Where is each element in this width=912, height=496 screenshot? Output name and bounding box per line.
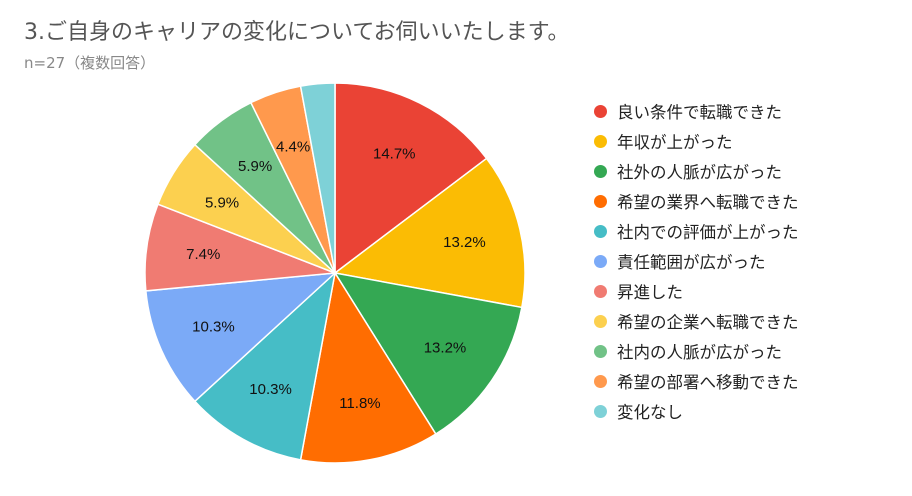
legend-swatch <box>594 104 607 118</box>
pie-slice-6 <box>145 272 338 403</box>
legend-label: 希望の企業へ転職できた <box>617 313 799 332</box>
chart-subtitle: n=27（複数回答） <box>24 54 156 72</box>
legend-label: 昇進した <box>617 283 683 302</box>
pie-slice-3 <box>333 271 523 436</box>
pie-data-label-7: 7.4% <box>186 246 220 263</box>
pie-data-label-9: 5.9% <box>238 158 272 175</box>
legend-item-10: 希望の部署へ移動できた <box>594 366 799 396</box>
legend-label: 希望の部署へ移動できた <box>617 373 799 392</box>
legend-swatch <box>594 314 607 328</box>
legend-item-8: 希望の企業へ転職できた <box>594 306 799 336</box>
legend-swatch <box>594 404 607 418</box>
legend-item-9: 社内の人脈が広がった <box>594 336 799 366</box>
pie-slice-2 <box>333 157 526 309</box>
legend-swatch <box>594 164 607 178</box>
legend-label: 変化なし <box>617 403 683 422</box>
legend-swatch <box>594 134 607 148</box>
pie-data-label-6: 10.3% <box>192 318 235 335</box>
legend-item-3: 社外の人脈が広がった <box>594 156 799 186</box>
chart-title: 3.ご自身のキャリアの変化についてお伺いいたします。 <box>24 20 570 45</box>
legend-item-4: 希望の業界へ転職できた <box>594 186 799 216</box>
legend-item-7: 昇進した <box>594 276 799 306</box>
legend-swatch <box>594 344 607 358</box>
pie-slice-5 <box>193 270 337 461</box>
pie-data-label-2: 13.2% <box>443 234 486 251</box>
legend-swatch <box>594 254 607 268</box>
legend-item-6: 責任範囲が広がった <box>594 246 799 276</box>
pie-data-label-4: 11.8% <box>339 395 380 412</box>
legend-label: 希望の業界へ転職できた <box>617 193 799 212</box>
legend-label: 社内の人脈が広がった <box>617 343 782 362</box>
legend-label: 社内での評価が上がった <box>617 223 799 242</box>
legend-item-2: 年収が上がった <box>594 126 799 156</box>
pie-data-label-10: 4.4% <box>276 138 310 155</box>
pie-slices <box>144 82 526 464</box>
legend-item-11: 変化なし <box>594 396 799 426</box>
pie-slice-11 <box>299 82 336 274</box>
pie-data-label-3: 13.2% <box>424 339 467 356</box>
legend-label: 年収が上がった <box>617 133 733 152</box>
chart-legend: 良い条件で転職できた 年収が上がった社外の人脈が広がった 希望の業界へ転職できた 社内… <box>594 96 799 426</box>
legend-swatch <box>594 194 607 208</box>
legend-swatch <box>594 374 607 388</box>
legend-swatch <box>594 224 607 238</box>
legend-label: 社外の人脈が広がった <box>617 163 782 182</box>
legend-item-1: 良い条件で転職できた <box>594 96 799 126</box>
pie-data-label-8: 5.9% <box>205 194 239 211</box>
legend-label: 良い条件で転職できた <box>617 103 782 122</box>
pie-slice-1 <box>334 82 488 275</box>
pie-slice-4 <box>299 270 437 464</box>
legend-item-5: 社内での評価が上がった <box>594 216 799 246</box>
legend-swatch <box>594 284 607 298</box>
pie-data-label-1: 14.7% <box>373 145 416 162</box>
pie-labels: 14.7% 13.2% 13.2% 11.8% 10.3% 10.3% 7.4% 5.9% 5.… <box>186 138 486 412</box>
legend-label: 責任範囲が広がった <box>617 253 766 272</box>
pie-data-label-5: 10.3% <box>249 381 292 398</box>
